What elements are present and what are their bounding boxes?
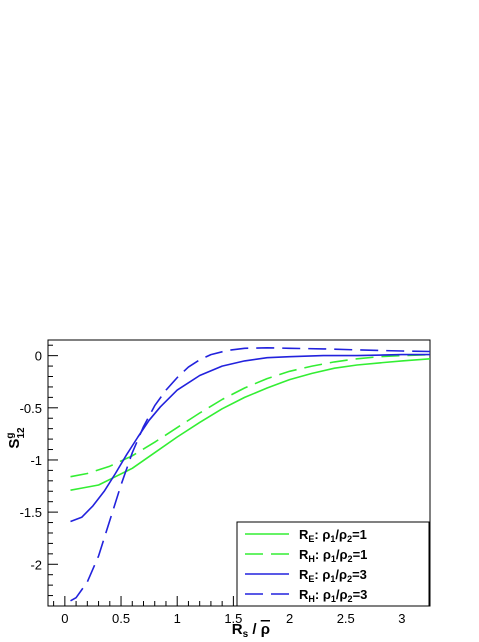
series-line-3	[70, 353, 430, 523]
x-axis-title: Rs / ρ	[232, 621, 270, 640]
x-tick-label: 0.5	[112, 611, 130, 626]
x-tick-label: 2.5	[337, 611, 355, 626]
x-axis-title-sub: s	[243, 629, 249, 640]
x-tick-label: 1	[174, 611, 181, 626]
legend-label-2: RH: ρ1/ρ2=1	[299, 547, 367, 564]
y-tick-label: -2	[30, 557, 42, 572]
x-axis-title-rho: ρ	[261, 621, 270, 638]
legend-label-4: RH: ρ1/ρ2=3	[299, 587, 367, 604]
legend-box	[236, 521, 430, 607]
y-tick-label: 0	[35, 349, 42, 364]
series-line-1	[70, 358, 431, 491]
y-axis-title-sup: g	[5, 433, 16, 439]
axis-tick-labels: 0 0.5 1 1.5 2 2.5 3 0 -0.5 -1 -1.5 -2	[20, 349, 406, 626]
y-tick-label: -1.5	[20, 505, 42, 520]
x-axis-title-rest: /	[248, 621, 261, 638]
y-axis-title: Sg12	[5, 427, 27, 449]
x-axis-title-main: R	[232, 621, 243, 638]
y-axis-title-main: S	[6, 439, 23, 449]
svg-text:Sg12: Sg12	[5, 427, 27, 449]
x-tick-label: 0	[61, 611, 68, 626]
legend-label-3: RE: ρ1/ρ2=3	[299, 567, 367, 584]
x-tick-label: 1.5	[224, 611, 242, 626]
y-tick-label: -1	[30, 453, 42, 468]
y-tick-label: -0.5	[20, 401, 42, 416]
legend-label-1: RE: ρ1/ρ2=1	[299, 527, 367, 544]
x-tick-label: 3	[398, 611, 405, 626]
series-layer	[70, 346, 431, 602]
x-tick-label: 2	[286, 611, 293, 626]
y-axis-title-sub: 12	[16, 427, 27, 439]
legend: RE: ρ1/ρ2=1 RH: ρ1/ρ2=1 RE: ρ1/ρ2=3 RH: ρ1/…	[236, 521, 430, 607]
